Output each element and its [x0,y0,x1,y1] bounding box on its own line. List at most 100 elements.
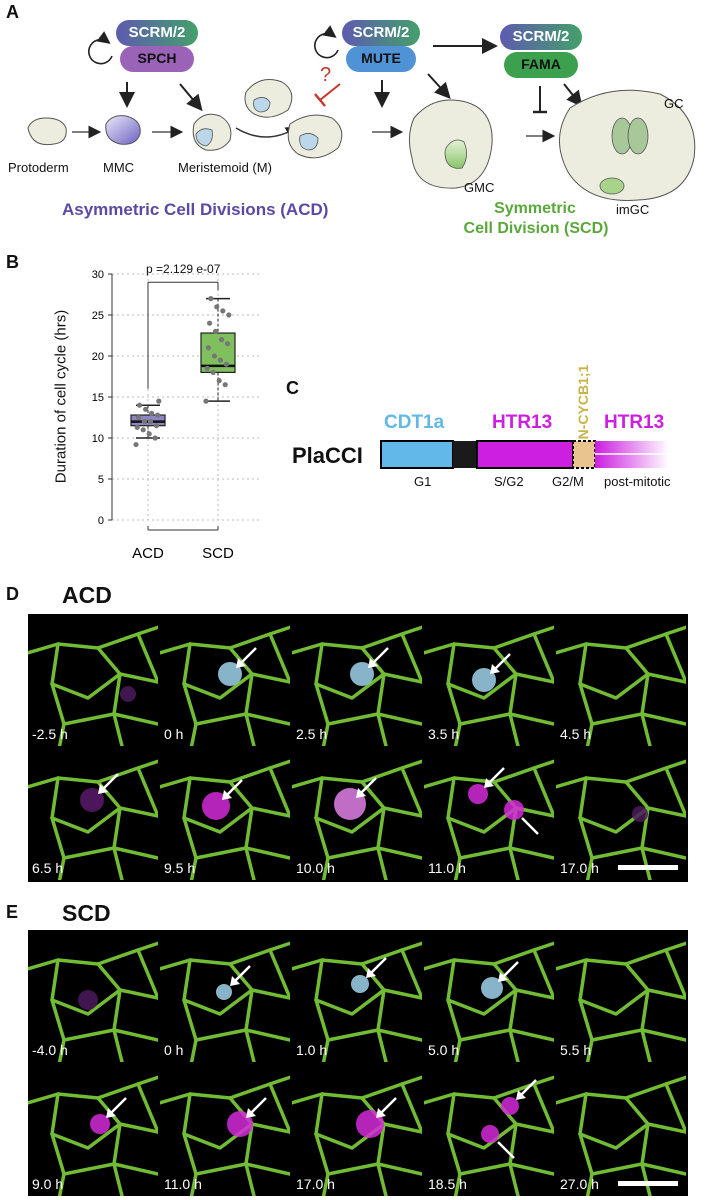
label-gc: GC [664,96,684,111]
acd-time-label: 11.0 h [428,860,466,876]
cell-outline-image [292,759,422,880]
nucleus-signal [468,784,488,804]
acd-time-label: 6.5 h [32,860,64,876]
scrm2-pill-2: SCRM/2 [342,20,420,46]
scd-frame: 5.0 h [424,930,554,1062]
spch-label: SPCH [137,50,177,66]
data-point [210,369,216,375]
guard-cell-right [627,117,649,155]
arrow-head-icon [222,790,232,800]
arrow-head-icon [356,788,366,798]
x-tick-label: SCD [202,545,234,562]
question-mark: ? [320,64,332,86]
acd-frame: 0 h [160,614,290,746]
phase-sg2: S/G2 [494,474,524,489]
cell-outline-image [28,759,158,880]
arrow-head-icon [484,778,494,788]
nucleus-signal [504,800,524,820]
acd-frame: 9.5 h [160,748,290,880]
data-point [152,435,158,441]
arrow-head-icon [376,1108,386,1118]
m-cell-lower-inner [299,133,319,151]
scale-bar [618,865,678,870]
arrow-head-icon [246,1108,256,1118]
data-point [214,304,220,310]
phase-g2m: G2/M [552,474,584,489]
spch-loop-arrow [88,31,113,65]
mute-inhibit-line [319,83,341,101]
acd-title: Asymmetric Cell Divisions (ACD) [62,200,329,219]
pvalue-label: p =2.129 e-07 [146,262,221,276]
nucleus-signal [78,990,98,1010]
data-point [208,296,214,302]
scd-frame: 11.0 h [160,1064,290,1196]
scd-time-label: 27.0 h [560,1176,599,1192]
data-point [147,419,153,425]
fama-to-gc-arrow [563,83,583,108]
arrow-head-icon [498,972,508,982]
mute-label: MUTE [361,50,401,66]
gmc-cell [444,139,467,169]
scd-title-line2: Cell Division (SCD) [463,220,609,237]
rotate-arrow [235,126,299,139]
data-point [222,382,228,388]
scd-time-label: 5.0 h [428,1042,460,1058]
scd-frame: 1.0 h [292,930,422,1062]
data-point [203,398,209,404]
data-point [155,412,161,418]
data-point [211,353,217,359]
scd-time-label: 11.0 h [164,1176,202,1192]
acd-frame: -2.5 h [28,614,158,746]
cell-outline-image [160,941,290,1062]
cell-outline-image [424,1075,554,1196]
label-protoderm: Protoderm [8,160,69,175]
placci-construct [380,440,669,469]
nucleus-signal [501,1097,519,1115]
scd-frame: 17.0 h [292,1064,422,1196]
panel-label-e: E [6,902,19,922]
arrow-icon [497,1141,515,1159]
cdt1a-label: CDT1a [384,412,445,433]
acd-time-label: 4.5 h [560,726,592,742]
nucleus-signal [351,975,369,993]
ncycb-label: N-CYCB1;1 [575,364,591,440]
arrow-head-icon [106,1108,116,1118]
cell-outline-image [292,941,422,1062]
y-tick-label: 20 [92,351,104,363]
y-tick-label: 0 [98,515,104,527]
scrm2-pill-3: SCRM/2 [500,24,582,50]
arrow-head-icon [98,784,108,794]
scrm2-pill-1: SCRM/2 [116,20,198,46]
cell-outline-image [28,625,158,746]
cdt1a-segment [380,440,454,469]
data-point [213,328,219,334]
arrow-head-icon [368,658,378,668]
spch-to-m-arrow [179,83,203,112]
scd-frame: 9.0 h [28,1064,158,1196]
scd-time-label: 9.0 h [32,1176,64,1192]
data-point [216,378,222,384]
m-cell-upper [244,79,293,118]
data-point [135,414,141,421]
acd-time-label: -2.5 h [32,726,68,742]
mute-loop-arrow [314,25,339,59]
cell-outline-image [160,759,290,880]
y-tick-label: 15 [92,392,104,404]
panel-label-c: C [286,378,299,398]
nucleus-signal [120,686,136,702]
meristemoid-inner [195,128,213,147]
label-meristemoid: Meristemoid (M) [178,160,272,175]
acd-time-label: 0 h [164,726,184,742]
scd-frame: 18.5 h [424,1064,554,1196]
panel-label-d: D [6,584,19,604]
nucleus-signal [481,1125,499,1143]
cell-outline-image [424,759,554,880]
htr13-label-2: HTR13 [604,412,665,433]
protoderm-cell [27,117,67,146]
cell-outline-image [556,625,686,746]
nucleus-signal [632,806,648,822]
acd-frame: 11.0 h [424,748,554,880]
acd-time-label: 9.5 h [164,860,196,876]
m-cell-upper-inner [253,97,271,113]
y-tick-label: 25 [92,310,104,322]
